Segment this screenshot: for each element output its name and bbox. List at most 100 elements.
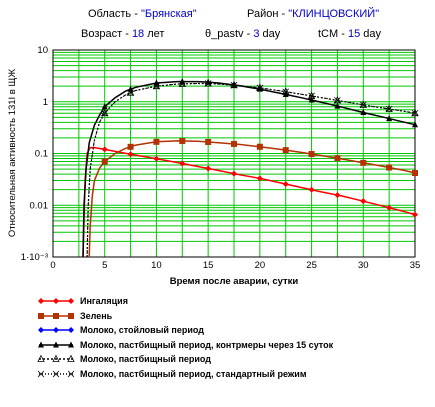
- data-point: [334, 102, 341, 109]
- data-point: [205, 165, 212, 172]
- data-point: [308, 186, 315, 193]
- legend-symbol: [38, 327, 74, 334]
- tcm-unit: day: [363, 28, 382, 40]
- region-label: Область -: [88, 8, 138, 20]
- data-point: [386, 164, 393, 171]
- age-unit: лет: [147, 28, 165, 40]
- plot-frame: [52, 49, 416, 258]
- data-point: [334, 155, 341, 162]
- data-point: [308, 96, 315, 103]
- legend-symbol: [38, 341, 74, 348]
- x-tick-label: 35: [410, 260, 421, 271]
- legend-item: Молоко, пастбищный период, контрмеры чер…: [36, 338, 333, 353]
- data-point: [205, 138, 212, 145]
- legend-marker: [68, 327, 74, 334]
- data-point: [179, 138, 186, 145]
- data-point: [101, 103, 108, 110]
- data-point: [126, 88, 135, 96]
- legend: Ингаляция Зелень Молоко, стойловый период М…: [36, 294, 333, 381]
- data-point: [386, 204, 393, 211]
- age-label: Возраст -: [81, 28, 129, 40]
- x-tick-label: 30: [358, 260, 369, 271]
- legend-marker: [68, 298, 74, 305]
- legend-marker: [53, 298, 59, 305]
- legend-marker: [37, 370, 45, 378]
- y-tick-label: 1: [43, 97, 48, 108]
- data-point: [256, 84, 264, 92]
- pastv-label: θ_pastv -: [205, 28, 251, 40]
- data-point: [282, 87, 290, 95]
- data-point: [412, 121, 418, 128]
- data-point: [127, 143, 134, 150]
- district-value: "КЛИНЦОВСКИЙ": [288, 8, 380, 20]
- data-point: [101, 146, 108, 153]
- data-point: [256, 175, 263, 182]
- tcm-label: tCM -: [318, 28, 345, 40]
- x-tick-label: 0: [50, 260, 55, 271]
- data-point: [101, 158, 108, 165]
- tcm-info: tCM - 15 day: [318, 28, 381, 40]
- legend-label: Молоко, стойловый период: [80, 325, 204, 336]
- y-tick-label: 0.1: [35, 149, 48, 160]
- data-point: [256, 143, 263, 150]
- x-tick-label: 10: [151, 260, 162, 271]
- series-line: [88, 140, 416, 258]
- data-point: [308, 92, 315, 100]
- legend-item: Молоко, пастбищный период, стандартный р…: [36, 367, 333, 382]
- legend-symbol: [38, 298, 74, 305]
- region-value: "Брянская": [140, 8, 197, 20]
- series-line: [86, 83, 416, 258]
- legend-marker: [68, 312, 74, 319]
- data-point: [153, 138, 160, 145]
- data-point: [179, 160, 186, 167]
- legend-item: Ингаляция: [36, 294, 333, 309]
- data-point: [360, 198, 367, 205]
- legend-marker: [38, 327, 44, 334]
- data-point: [231, 81, 237, 88]
- data-point: [386, 115, 393, 122]
- x-axis-label: Время после аварии, сутки: [170, 276, 299, 287]
- data-point: [411, 109, 419, 117]
- tcm-value: 15: [347, 28, 361, 40]
- legend-marker: [38, 298, 44, 305]
- legend-marker: [37, 354, 45, 363]
- y-axis-label: Относительная активность 131I в ЩЖ: [7, 69, 18, 238]
- data-point: [256, 83, 264, 91]
- data-point: [360, 159, 367, 166]
- series-line: [82, 80, 416, 258]
- data-point: [231, 140, 237, 147]
- legend-marker: [53, 327, 59, 334]
- y-tick-labels: 1·10⁻³ 0.01 0.1 1 10: [21, 45, 48, 263]
- data-point: [153, 155, 160, 162]
- data-point: [360, 108, 367, 115]
- activity-chart: 1·10⁻³ 0.01 0.1 1 10 0 5 10 15 20 25 30 35 Время по…: [7, 45, 421, 287]
- data-point: [282, 88, 289, 96]
- data-point: [282, 147, 289, 154]
- data-point: [204, 80, 212, 87]
- data-point: [178, 79, 186, 87]
- legend-item: Зелень: [36, 309, 333, 324]
- x-tick-label: 25: [306, 260, 317, 271]
- legend-label: Зелень: [80, 310, 113, 321]
- legend-marker: [52, 354, 60, 363]
- data-point: [359, 100, 367, 108]
- data-point: [204, 79, 212, 87]
- district-info: Район - "КЛИНЦОВСКИЙ": [247, 8, 379, 20]
- legend-marker: [38, 341, 44, 348]
- legend-marker: [38, 312, 44, 319]
- legend-marker: [67, 354, 75, 363]
- data-point: [231, 170, 237, 177]
- age-info: Возраст - 18 лет: [81, 28, 164, 40]
- legend-label: Молоко, пастбищный период: [80, 354, 212, 365]
- legend-marker: [53, 312, 59, 319]
- legend-item: Молоко, стойловый период: [36, 323, 333, 338]
- legend-symbol: [37, 354, 75, 363]
- pastv-info: θ_pastv - 3 day: [205, 28, 280, 40]
- data-point: [127, 151, 134, 158]
- legend-label: Молоко, пастбищный период, контрмеры чер…: [80, 339, 334, 350]
- legend-marker: [68, 341, 74, 348]
- legend-item: Молоко, пастбищный период: [36, 352, 333, 367]
- series-layer: [82, 78, 419, 258]
- x-tick-label: 5: [102, 260, 107, 271]
- region-info: Область - "Брянская": [88, 8, 197, 20]
